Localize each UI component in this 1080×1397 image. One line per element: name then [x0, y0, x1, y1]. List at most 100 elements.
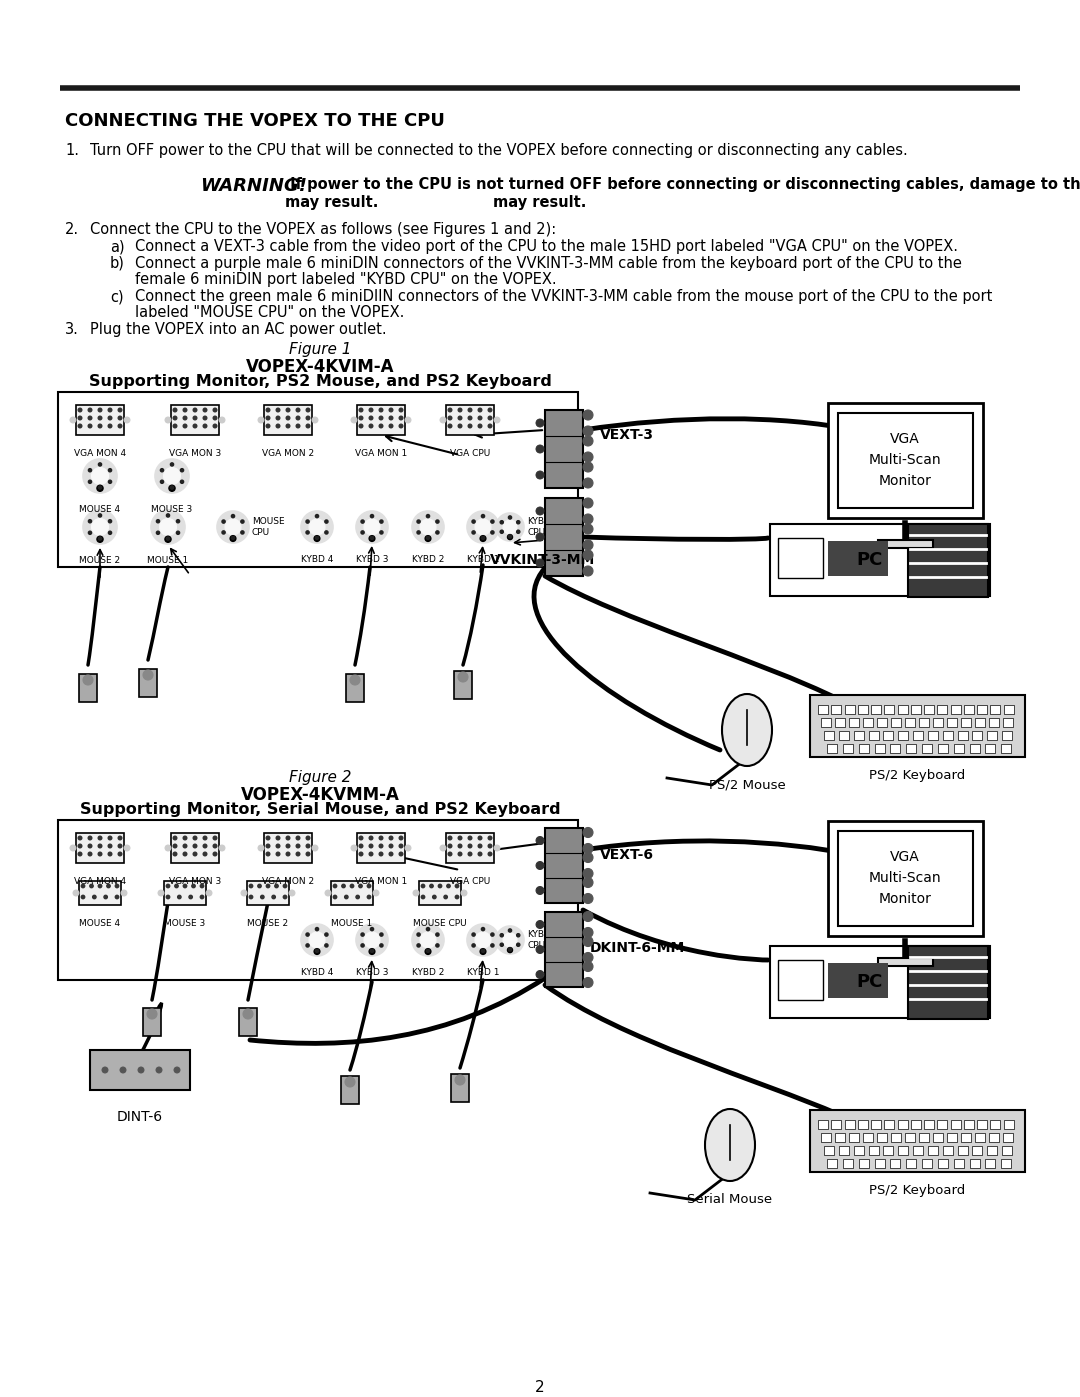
- Circle shape: [203, 408, 206, 412]
- Circle shape: [89, 408, 92, 412]
- Circle shape: [380, 944, 383, 947]
- Bar: [937, 745, 948, 753]
- Text: may result.: may result.: [494, 196, 586, 210]
- Circle shape: [417, 944, 420, 947]
- Bar: [139, 669, 157, 697]
- Circle shape: [500, 529, 503, 534]
- Circle shape: [583, 869, 593, 879]
- Text: 1.: 1.: [65, 142, 79, 158]
- Circle shape: [296, 425, 300, 427]
- Circle shape: [516, 933, 519, 937]
- Circle shape: [516, 529, 519, 534]
- Circle shape: [413, 890, 419, 895]
- Circle shape: [108, 844, 112, 848]
- Bar: [845, 705, 854, 714]
- Circle shape: [469, 837, 472, 840]
- Circle shape: [98, 486, 102, 489]
- Circle shape: [536, 471, 544, 479]
- Circle shape: [475, 520, 491, 535]
- Circle shape: [307, 408, 310, 412]
- Circle shape: [488, 837, 491, 840]
- Circle shape: [98, 884, 102, 887]
- Circle shape: [276, 852, 280, 856]
- Circle shape: [102, 1067, 108, 1073]
- Circle shape: [166, 536, 170, 541]
- Circle shape: [89, 837, 92, 840]
- Text: Serial Mouse: Serial Mouse: [688, 1193, 772, 1206]
- Circle shape: [276, 416, 280, 420]
- Bar: [950, 1120, 961, 1129]
- Circle shape: [400, 408, 403, 412]
- Circle shape: [184, 852, 187, 856]
- Circle shape: [496, 926, 524, 954]
- Bar: [863, 1133, 873, 1141]
- Circle shape: [379, 837, 382, 840]
- Circle shape: [481, 949, 486, 954]
- Circle shape: [436, 520, 440, 522]
- Circle shape: [433, 895, 436, 898]
- Circle shape: [444, 895, 447, 898]
- Circle shape: [500, 521, 503, 524]
- Text: VGA MON 1: VGA MON 1: [355, 448, 407, 458]
- Circle shape: [440, 416, 446, 423]
- Bar: [164, 882, 206, 905]
- Circle shape: [478, 416, 482, 420]
- Text: female 6 miniDIN port labeled "KYBD CPU" on the VOPEX.: female 6 miniDIN port labeled "KYBD CPU"…: [135, 272, 556, 286]
- Circle shape: [98, 462, 102, 467]
- Text: MOUSE 2: MOUSE 2: [80, 556, 121, 564]
- Circle shape: [360, 416, 363, 420]
- Circle shape: [583, 478, 593, 488]
- Circle shape: [373, 890, 379, 895]
- Bar: [827, 745, 837, 753]
- Text: labeled "MOUSE CPU" on the VOPEX.: labeled "MOUSE CPU" on the VOPEX.: [135, 305, 404, 320]
- Circle shape: [583, 852, 593, 862]
- Circle shape: [161, 481, 163, 483]
- Circle shape: [369, 844, 373, 848]
- Circle shape: [500, 933, 503, 937]
- Text: WARNING!: WARNING!: [200, 177, 307, 196]
- Circle shape: [417, 933, 420, 936]
- Circle shape: [219, 416, 225, 423]
- Bar: [885, 705, 894, 714]
- Circle shape: [380, 933, 383, 936]
- Circle shape: [458, 844, 462, 848]
- Bar: [859, 745, 868, 753]
- Circle shape: [301, 511, 333, 543]
- Circle shape: [360, 837, 363, 840]
- Circle shape: [165, 845, 171, 851]
- Circle shape: [370, 950, 374, 953]
- Circle shape: [380, 531, 383, 534]
- Circle shape: [89, 481, 92, 483]
- Circle shape: [108, 468, 111, 472]
- Circle shape: [98, 837, 102, 840]
- Text: a): a): [110, 239, 124, 254]
- Circle shape: [315, 928, 319, 930]
- Circle shape: [536, 446, 544, 453]
- Bar: [837, 830, 972, 925]
- Circle shape: [289, 890, 295, 895]
- Circle shape: [369, 425, 373, 427]
- Circle shape: [157, 531, 160, 535]
- Bar: [1002, 1146, 1012, 1155]
- Circle shape: [120, 1067, 126, 1073]
- Bar: [839, 731, 849, 740]
- Circle shape: [583, 541, 593, 550]
- Text: PS/2 Keyboard: PS/2 Keyboard: [869, 768, 966, 782]
- Circle shape: [379, 416, 382, 420]
- Circle shape: [89, 844, 92, 848]
- Circle shape: [325, 531, 328, 534]
- Circle shape: [97, 536, 103, 542]
- Bar: [171, 833, 219, 863]
- Circle shape: [213, 852, 217, 856]
- Bar: [872, 1120, 881, 1129]
- Circle shape: [283, 895, 286, 898]
- Circle shape: [309, 520, 325, 535]
- Text: c): c): [110, 289, 123, 305]
- Circle shape: [107, 884, 110, 887]
- Bar: [357, 833, 405, 863]
- Circle shape: [180, 481, 184, 483]
- Circle shape: [488, 852, 491, 856]
- Circle shape: [458, 416, 462, 420]
- Circle shape: [78, 416, 82, 420]
- Bar: [832, 1120, 841, 1129]
